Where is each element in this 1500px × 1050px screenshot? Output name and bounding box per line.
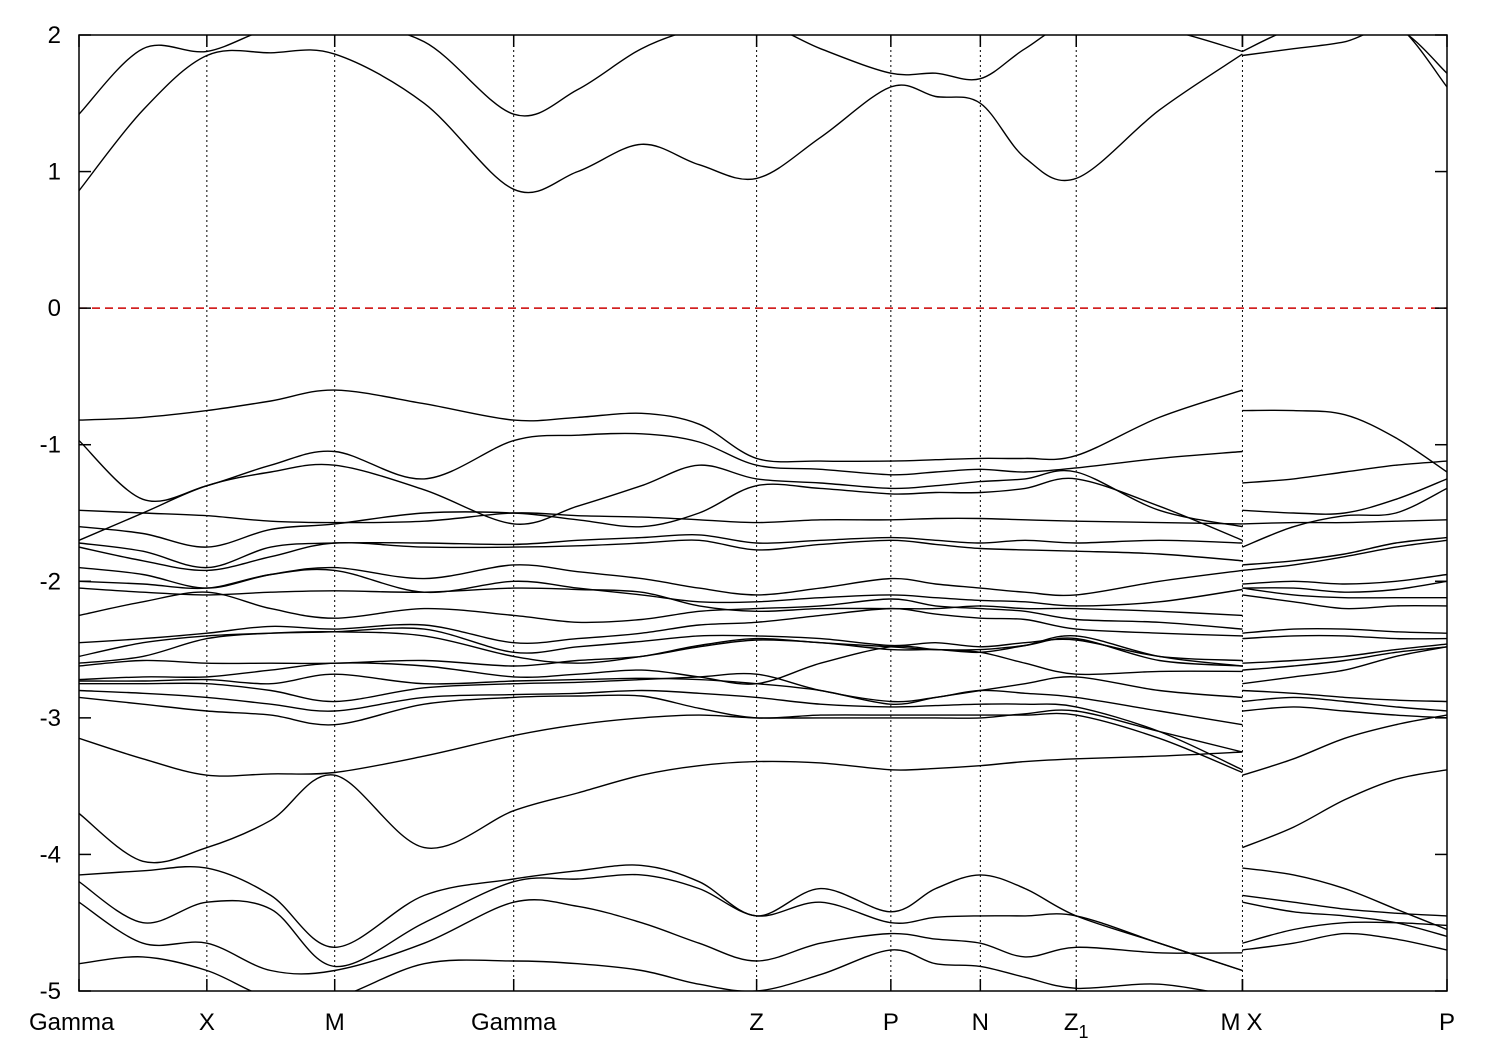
band-line <box>1242 646 1447 685</box>
x-tick-label: Gamma <box>29 1009 115 1036</box>
band-line <box>1242 460 1447 484</box>
band-line <box>1242 539 1447 572</box>
band-line <box>1242 643 1447 664</box>
band-line <box>79 864 1243 972</box>
x-tick-label: Gamma <box>471 1009 557 1036</box>
band-line <box>1242 867 1447 931</box>
band-line <box>79 630 1243 667</box>
band-line <box>1242 894 1447 917</box>
x-tick-label: N <box>972 1009 989 1036</box>
band-line <box>79 694 1243 774</box>
y-tick-label: -1 <box>40 432 61 459</box>
x-tick-label: Z1 <box>1064 1009 1089 1042</box>
x-tick-label: P <box>883 1009 899 1036</box>
band-line <box>1242 901 1447 938</box>
band-line <box>1242 714 1447 776</box>
band-line <box>1242 519 1447 525</box>
x-tick-label: P <box>1439 1009 1455 1036</box>
x-tick-label: M <box>1220 1009 1240 1036</box>
y-tick-label: 2 <box>48 22 61 49</box>
band-line <box>79 463 1243 541</box>
x-tick-label-subscript: 1 <box>1079 1022 1089 1042</box>
band-line <box>1242 478 1447 515</box>
band-line <box>79 477 1243 548</box>
band-line <box>79 591 1243 630</box>
band-line <box>1242 536 1447 566</box>
band-line <box>1242 696 1447 712</box>
x-axis: Gamma X M Gamma Z P N Z1 M X P <box>29 35 1455 1042</box>
band-line <box>79 634 1243 667</box>
band-line <box>79 539 1243 572</box>
plot-frame <box>78 34 1448 992</box>
band-line <box>1242 921 1447 944</box>
band-line <box>1242 594 1447 610</box>
y-tick-label: 0 <box>48 295 61 322</box>
band-line <box>79 949 1211 991</box>
bands <box>79 35 1447 991</box>
band-line <box>79 35 1243 117</box>
band-line <box>79 899 1243 975</box>
band-line <box>79 509 1243 525</box>
band-line <box>79 709 1243 777</box>
band-line <box>79 751 1243 864</box>
band-line <box>79 607 1243 644</box>
band-line <box>1242 932 1447 951</box>
band-line <box>1242 627 1447 634</box>
band-line <box>79 587 1243 617</box>
y-tick-label: -2 <box>40 568 61 595</box>
band-line <box>1242 706 1447 719</box>
band-line <box>79 49 1243 194</box>
band-line <box>1242 487 1447 548</box>
band-line <box>1242 35 1447 74</box>
kpoint-guides <box>206 35 1243 991</box>
band-line <box>1242 409 1447 473</box>
x-tick-label: Z <box>749 1009 764 1036</box>
y-tick-label: 1 <box>48 159 61 186</box>
x-tick-label: X <box>199 1009 215 1036</box>
band-line <box>1242 689 1447 703</box>
band-line <box>79 673 1243 706</box>
band-line <box>79 564 1243 597</box>
y-axis: -5 -4 -3 -2 -1 0 1 2 <box>40 22 1447 1005</box>
band-line <box>79 627 1243 662</box>
band-line <box>79 689 1243 771</box>
band-line <box>1242 35 1447 88</box>
band-line <box>1242 587 1447 599</box>
x-tick-label: M <box>325 1009 345 1036</box>
x-tick-label: X <box>1246 1009 1262 1036</box>
band-line <box>79 873 1243 972</box>
band-line <box>79 432 1243 503</box>
band-line <box>79 672 1243 726</box>
y-tick-label: -4 <box>40 841 61 868</box>
band-line <box>79 389 1243 463</box>
band-line <box>79 533 1243 569</box>
band-line <box>79 568 1243 607</box>
band-line <box>1242 580 1447 593</box>
y-tick-label: -5 <box>40 978 61 1005</box>
band-line <box>1242 634 1447 640</box>
band-line <box>1242 573 1447 585</box>
y-tick-label: -3 <box>40 705 61 732</box>
band-line <box>1242 646 1447 671</box>
band-line <box>1242 769 1447 849</box>
